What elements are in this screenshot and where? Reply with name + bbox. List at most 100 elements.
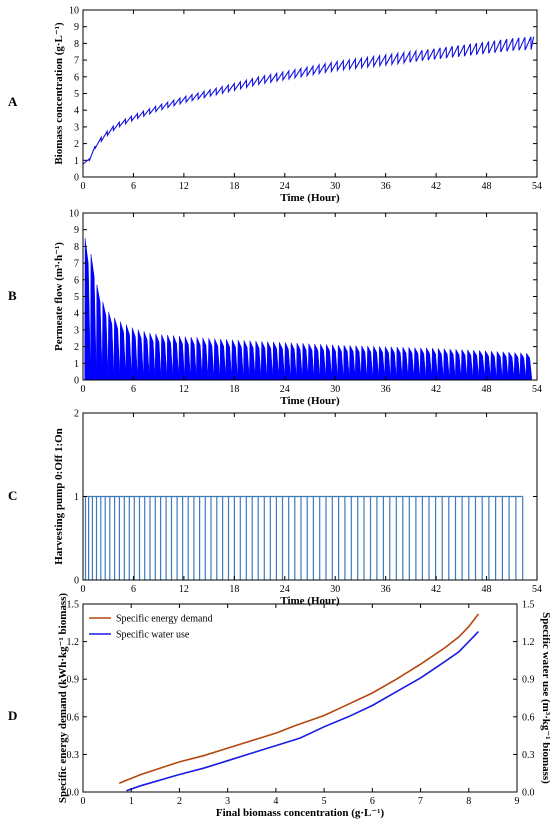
x-tick-label: 30 bbox=[330, 181, 340, 192]
y-tick-label: 0 bbox=[74, 376, 79, 387]
y2-tick-label: 0.9 bbox=[522, 675, 535, 686]
x-tick-label: 18 bbox=[229, 584, 239, 595]
y-axis-title: Specific energy demand (kWh·kg⁻¹ biomass… bbox=[57, 593, 69, 804]
x-tick-label: 36 bbox=[381, 384, 391, 395]
y-tick-label: 3 bbox=[74, 122, 79, 133]
series-energy-demand-line bbox=[118, 613, 480, 784]
panel-label: C bbox=[8, 488, 17, 503]
x-tick-label: 12 bbox=[179, 584, 189, 595]
y-tick-label: 0 bbox=[74, 173, 79, 184]
y-axis-title: Harvesting pump 0:Off 1:On bbox=[53, 428, 65, 565]
y-tick-label: 0.3 bbox=[67, 750, 80, 761]
y2-axis-title: Specific water use (m³·kg⁻¹ biomass) bbox=[540, 612, 550, 784]
x-axis-title: Final biomass concentration (g·L⁻¹) bbox=[216, 807, 385, 819]
x-axis: 0 6 12 18 24 30 36 42 48 54 Time (Hour) bbox=[81, 213, 542, 407]
plot-frame bbox=[82, 9, 538, 178]
y-tick-label: 9 bbox=[74, 22, 79, 33]
y2-tick-label: 1.5 bbox=[522, 600, 535, 611]
x-axis-title: Time (Hour) bbox=[280, 595, 340, 607]
plot-frame bbox=[82, 603, 518, 793]
y-tick-label: 8 bbox=[74, 242, 79, 253]
x-tick-label: 12 bbox=[179, 384, 189, 395]
y-tick-label: 1.2 bbox=[67, 637, 80, 648]
y-tick-label: 0.0 bbox=[67, 788, 80, 799]
y-tick-label: 6 bbox=[74, 72, 79, 83]
y-axis-title: Permeate flow (m³·h⁻¹) bbox=[53, 242, 65, 351]
series-permeate-area bbox=[84, 238, 533, 380]
y-tick-label: 5 bbox=[74, 292, 79, 303]
y-tick-label: 6 bbox=[74, 275, 79, 286]
y-tick-label: 1 bbox=[74, 492, 79, 503]
panel-label: D bbox=[8, 708, 17, 723]
y-tick-label: 2 bbox=[74, 409, 79, 420]
x-tick-label: 42 bbox=[431, 181, 441, 192]
y-tick-label: 7 bbox=[74, 259, 79, 270]
y-tick-label: 10 bbox=[69, 6, 79, 17]
x-tick-label: 54 bbox=[532, 181, 542, 192]
y-axis: 0.0 0.00.3 0.30.6 0.60.9 0.91.2 1.21.5 1.5Spec… bbox=[57, 593, 550, 804]
panel-label: B bbox=[8, 288, 17, 303]
x-tick-label: 5 bbox=[322, 796, 327, 807]
x-tick-label: 0 bbox=[81, 181, 86, 192]
y-tick-label: 1 bbox=[74, 359, 79, 370]
x-tick-label: 6 bbox=[370, 796, 375, 807]
y2-tick-label: 1.2 bbox=[522, 637, 535, 648]
x-tick-label: 18 bbox=[229, 181, 239, 192]
y-tick-label: 5 bbox=[74, 89, 79, 100]
x-tick-label: 6 bbox=[131, 584, 136, 595]
x-tick-label: 12 bbox=[179, 181, 189, 192]
y-tick-label: 2 bbox=[74, 139, 79, 150]
x-tick-label: 54 bbox=[532, 584, 542, 595]
plot-area bbox=[118, 613, 480, 792]
y-tick-label: 4 bbox=[74, 106, 79, 117]
y-tick-label: 1.5 bbox=[67, 600, 80, 611]
x-tick-label: 36 bbox=[381, 584, 391, 595]
x-tick-label: 6 bbox=[131, 384, 136, 395]
x-tick-label: 7 bbox=[418, 796, 423, 807]
x-tick-label: 30 bbox=[330, 584, 340, 595]
x-tick-label: 36 bbox=[381, 181, 391, 192]
x-tick-label: 2 bbox=[177, 796, 182, 807]
x-tick-label: 0 bbox=[81, 584, 86, 595]
panel-d: 0 1 2 3 4 5 6 7 8 9 Final biomass concentration (g… bbox=[8, 593, 550, 819]
y-tick-label: 0.6 bbox=[67, 712, 80, 723]
legend-label: Specific energy demand bbox=[116, 614, 212, 625]
y-tick-label: 9 bbox=[74, 225, 79, 236]
y-axis: 0 1 2 3 4 5 6 7 8 9 10 Permeate flow (m³·h⁻¹) bbox=[53, 209, 537, 387]
plot-area bbox=[84, 495, 524, 580]
x-tick-label: 54 bbox=[532, 384, 542, 395]
x-axis-title: Time (Hour) bbox=[280, 395, 340, 407]
y-tick-label: 10 bbox=[69, 209, 79, 220]
x-tick-label: 42 bbox=[431, 384, 441, 395]
x-tick-label: 48 bbox=[482, 384, 492, 395]
x-axis: 0 6 12 18 24 30 36 42 48 54 Time (Hour) bbox=[81, 10, 542, 204]
y-tick-label: 2 bbox=[74, 342, 79, 353]
x-tick-label: 24 bbox=[280, 584, 290, 595]
y-axis-title: Biomass concentration (g·L⁻¹) bbox=[53, 22, 65, 165]
series-pump-pulses bbox=[84, 495, 524, 580]
y-tick-label: 3 bbox=[74, 325, 79, 336]
x-axis-title: Time (Hour) bbox=[280, 192, 340, 204]
x-tick-label: 48 bbox=[482, 584, 492, 595]
x-tick-label: 24 bbox=[280, 384, 290, 395]
x-tick-label: 6 bbox=[131, 181, 136, 192]
y-tick-label: 7 bbox=[74, 56, 79, 67]
y-tick-label: 1 bbox=[74, 156, 79, 167]
plot-area bbox=[83, 36, 535, 165]
x-tick-label: 24 bbox=[280, 181, 290, 192]
series-biomass-line bbox=[83, 36, 535, 165]
x-tick-label: 9 bbox=[515, 796, 520, 807]
x-tick-label: 8 bbox=[466, 796, 471, 807]
x-tick-label: 42 bbox=[431, 584, 441, 595]
x-tick-label: 0 bbox=[81, 796, 86, 807]
x-tick-label: 3 bbox=[225, 796, 230, 807]
x-tick-label: 0 bbox=[81, 384, 86, 395]
plot-area bbox=[84, 238, 533, 380]
y-axis: 0 1 2 3 4 5 6 7 8 9 10 Biomass concentration (g·L⁻¹… bbox=[53, 6, 537, 184]
x-tick-label: 4 bbox=[273, 796, 278, 807]
y2-tick-label: 0.6 bbox=[522, 712, 535, 723]
